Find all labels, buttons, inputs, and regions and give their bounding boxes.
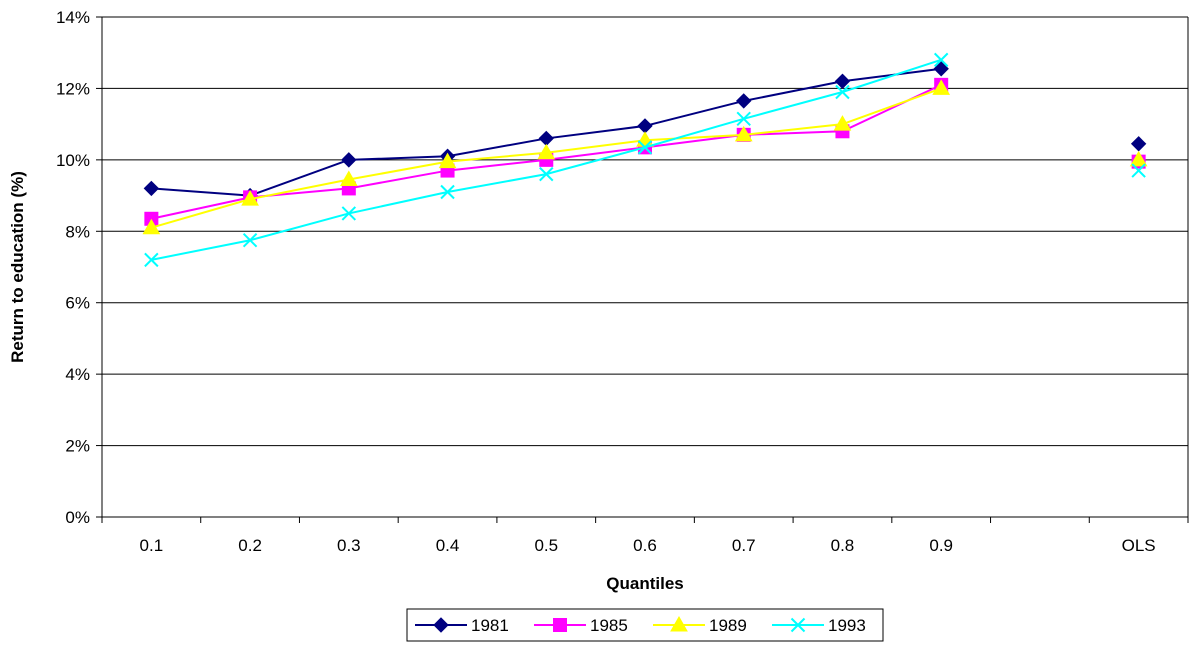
data-point [339,170,358,186]
data-point [736,111,751,126]
legend-marker [553,618,567,632]
axes [101,17,1189,518]
x-marker-stroke [341,206,357,221]
x-axis-title: Quantiles [606,574,683,593]
legend-item-1981: 1981 [415,616,509,635]
data-point [438,152,457,169]
x-tick-label: 0.8 [831,536,855,555]
ols-point [1131,163,1146,178]
series-1981 [143,61,1147,204]
series-1985 [144,77,1146,226]
data-point [142,218,161,235]
y-axis-ticks: 0% 2% 4% 6% 8% 10% 12% 14% [56,8,102,527]
y-tick-label: 6% [65,294,90,313]
x-marker-stroke [242,233,258,248]
data-point [144,252,159,268]
legend-label: 1993 [828,616,866,635]
gridlines [102,16,1188,447]
legend-item-1989: 1989 [653,615,747,635]
data-point [933,61,949,77]
x-tick-label: OLS [1122,536,1156,555]
x-tick-label: 0.4 [436,536,460,555]
x-tick-label: 0.9 [929,536,953,555]
data-point [538,130,554,147]
data-point [637,140,653,155]
legend-label: 1989 [709,616,747,635]
y-tick-label: 4% [65,365,90,384]
ols-point [1129,150,1148,167]
legend-marker [433,617,449,633]
data-point [143,180,160,197]
legend-item-1985: 1985 [534,616,628,635]
legend-label: 1985 [590,616,628,635]
x-tick-label: 0.2 [238,536,262,555]
x-marker-stroke [637,140,653,155]
data-point [241,190,259,206]
y-tick-label: 14% [56,8,90,27]
data-point [933,52,949,68]
data-point [539,166,554,182]
data-point [833,115,852,131]
x-tick-label: 0.1 [140,536,164,555]
series-1989 [142,79,1148,235]
x-marker-stroke [736,111,751,126]
x-axis-ticks: 0.1 0.2 0.3 0.4 0.5 0.6 0.7 0.8 0.9 OLS [101,517,1189,555]
x-marker-stroke [835,84,850,100]
x-tick-label: 0.5 [534,536,558,555]
x-tick-label: 0.7 [732,536,756,555]
x-marker-stroke [539,166,554,182]
series-1993 [144,52,1146,268]
data-point [932,79,951,95]
data-point [440,184,455,200]
legend-item-1993: 1993 [772,616,866,635]
y-tick-label: 2% [65,437,90,456]
legend-marker [790,617,806,633]
y-tick-label: 0% [65,508,90,527]
y-tick-label: 10% [56,151,90,170]
data-point [736,93,752,109]
legend: 1981 1985 1989 1993 [406,608,884,642]
legend-marker [670,615,688,632]
x-marker-stroke [933,52,949,68]
x-tick-label: 0.3 [337,536,361,555]
legend-label: 1981 [471,616,509,635]
data-point [835,84,850,100]
x-marker-stroke [144,252,159,268]
data-point [341,206,357,221]
data-point [341,152,357,168]
series-group [142,52,1148,268]
data-point [637,118,653,134]
x-marker-stroke [790,617,806,633]
data-point [734,125,753,142]
y-tick-label: 8% [65,222,90,241]
data-point [834,73,851,89]
data-point [537,143,556,160]
y-axis-title: Return to education (%) [8,171,27,363]
x-marker-stroke [1131,163,1146,178]
x-marker-stroke [440,184,455,200]
y-tick-label: 12% [56,79,90,98]
ols-point [1130,136,1147,152]
x-tick-label: 0.6 [633,536,657,555]
data-point [242,233,258,248]
